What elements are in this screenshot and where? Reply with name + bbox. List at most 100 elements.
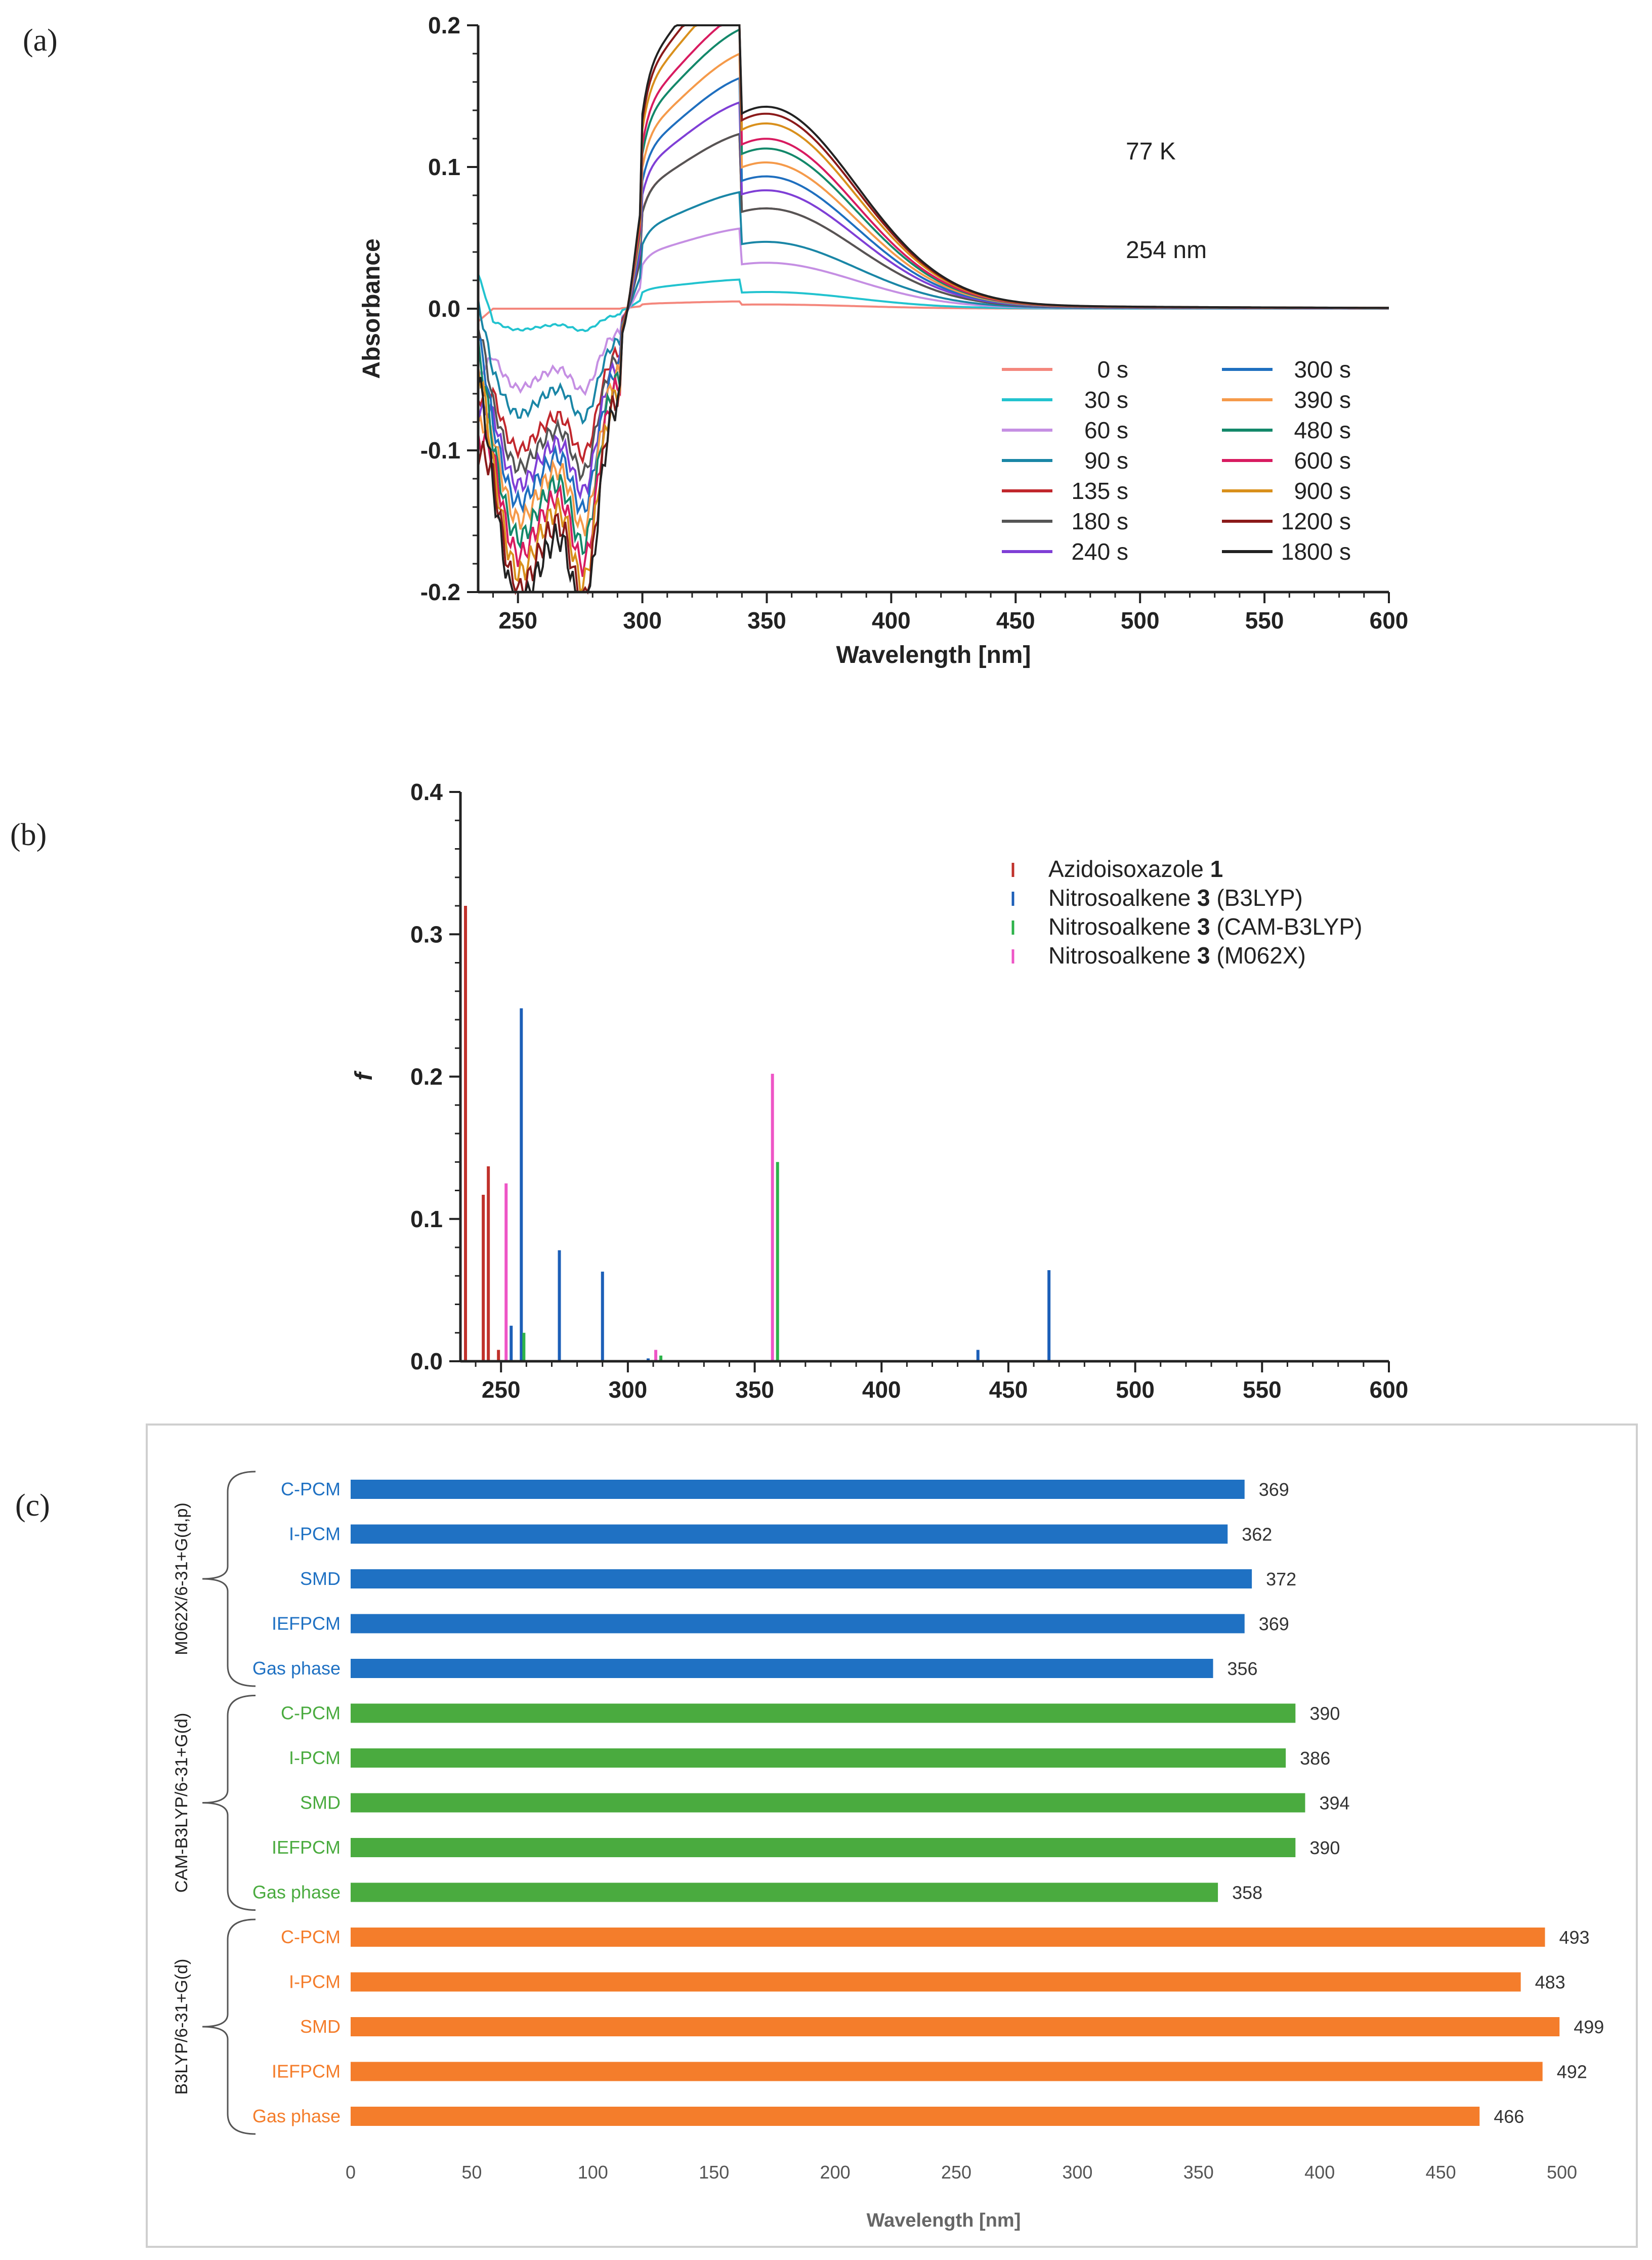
legend-label: 300 s bbox=[1294, 356, 1351, 383]
legend-label: 1800 s bbox=[1281, 538, 1351, 565]
b-x-tick-label: 500 bbox=[1116, 1376, 1155, 1403]
legend-label: 480 s bbox=[1294, 417, 1351, 443]
category-label: Gas phase bbox=[252, 2106, 341, 2126]
c-x-tick-label: 250 bbox=[941, 2162, 971, 2183]
series-line-600s bbox=[477, 24, 1389, 577]
group-label: M062X/6-31+G(d,p) bbox=[172, 1502, 191, 1655]
legend-label: 1200 s bbox=[1281, 508, 1351, 534]
category-label: SMD bbox=[300, 2016, 341, 2037]
annotation-wavelength: 254 nm bbox=[1126, 237, 1207, 264]
group-bracket bbox=[202, 1695, 256, 1911]
bar-value-label: 372 bbox=[1266, 1569, 1296, 1589]
legend-label: 60 s bbox=[1084, 417, 1128, 443]
category-label: IEFPCM bbox=[272, 1613, 341, 1634]
legend-label-method: (B3LYP) bbox=[1210, 885, 1303, 911]
bar-value-label: 369 bbox=[1259, 1614, 1289, 1635]
b-y-tick-label: 0.1 bbox=[410, 1206, 443, 1232]
a-x-tick-label: 300 bbox=[623, 607, 662, 634]
wavelength-bars-group: C-PCM 369 I-PCM 362 SMD 372 IEFPCM 369 Gas phase… bbox=[172, 1471, 1604, 2135]
legend-label-compound: 1 bbox=[1210, 856, 1223, 882]
legend-label: 900 s bbox=[1294, 478, 1351, 504]
a-x-tick-label: 600 bbox=[1370, 607, 1409, 634]
group-bracket bbox=[202, 1471, 256, 1687]
c-x-tick-label: 50 bbox=[461, 2162, 482, 2183]
panel-a-label: (a) bbox=[23, 23, 58, 58]
category-label: C-PCM bbox=[281, 1479, 341, 1499]
c-x-tick-label: 350 bbox=[1183, 2162, 1214, 2183]
category-label: SMD bbox=[300, 1792, 341, 1813]
legend-label: 390 s bbox=[1294, 387, 1351, 413]
series-line-135s bbox=[477, 132, 1389, 465]
legend-label-compound: 3 bbox=[1197, 885, 1210, 911]
series-line-480s bbox=[477, 28, 1389, 556]
group-label: B3LYP/6-31+G(d) bbox=[172, 1959, 191, 2095]
bar-value-label: 390 bbox=[1309, 1703, 1340, 1724]
legend-label: Nitrosoalkene 3 (CAM-B3LYP) bbox=[1048, 913, 1362, 940]
bar-1-2 bbox=[351, 1793, 1305, 1813]
a-y-tick-label: 0.2 bbox=[428, 12, 460, 38]
panel-b-oscillator-chart: 250 300 350 400 450 500 550 6000.00.10.20.30.4 … bbox=[351, 779, 1408, 1403]
bar-2-3 bbox=[351, 2062, 1543, 2081]
c-x-tick-label: 400 bbox=[1304, 2162, 1335, 2183]
annotation-temperature: 77 K bbox=[1126, 138, 1176, 165]
legend-label: 0 s bbox=[1097, 356, 1128, 383]
bar-1-4 bbox=[351, 1882, 1218, 1902]
c-x-tick-label: 100 bbox=[578, 2162, 608, 2183]
bar-0-3 bbox=[351, 1614, 1245, 1634]
bar-value-label: 362 bbox=[1242, 1524, 1272, 1545]
a-legend: 0 s 30 s 60 s 90 s 135 s 180 s 240 s 300 s 390 s… bbox=[1002, 356, 1351, 565]
a-x-tick-label: 550 bbox=[1245, 607, 1284, 634]
b-x-tick-label: 550 bbox=[1243, 1376, 1282, 1403]
a-x-tick-label: 500 bbox=[1121, 607, 1160, 634]
a-x-axis-title: Wavelength [nm] bbox=[836, 642, 1031, 668]
legend-label: 600 s bbox=[1294, 447, 1351, 474]
b-y-tick-label: 0.0 bbox=[410, 1348, 443, 1374]
absorbance-series-group bbox=[477, 24, 1389, 596]
c-x-axis-title: Wavelength [nm] bbox=[867, 2210, 1021, 2231]
bar-value-label: 356 bbox=[1227, 1658, 1258, 1679]
category-label: I-PCM bbox=[289, 1747, 341, 1768]
legend-label: 180 s bbox=[1071, 508, 1128, 534]
bar-2-0 bbox=[351, 1928, 1545, 1947]
a-y-axis-title: Absorbance bbox=[358, 238, 385, 379]
category-label: C-PCM bbox=[281, 1703, 341, 1724]
b-y-tick-label: 0.2 bbox=[410, 1064, 443, 1090]
panel-b-label: (b) bbox=[10, 818, 47, 852]
legend-label: Nitrosoalkene 3 (B3LYP) bbox=[1048, 885, 1303, 911]
series-line-1800s bbox=[477, 24, 1389, 593]
series-line-0s bbox=[477, 300, 1389, 322]
b-y-tick-label: 0.4 bbox=[410, 779, 443, 805]
legend-label-prefix: Nitrosoalkene bbox=[1048, 885, 1197, 911]
category-label: Gas phase bbox=[252, 1882, 341, 1903]
bar-2-2 bbox=[351, 2017, 1560, 2036]
bar-value-label: 493 bbox=[1559, 1927, 1589, 1948]
category-label: Gas phase bbox=[252, 1658, 341, 1679]
panel-c-horizontal-bar-chart: C-PCM 369 I-PCM 362 SMD 372 IEFPCM 369 Gas phase… bbox=[146, 1424, 1638, 2248]
category-label: C-PCM bbox=[281, 1927, 341, 1947]
c-x-tick-label: 150 bbox=[699, 2162, 729, 2183]
bar-1-0 bbox=[351, 1703, 1296, 1723]
a-x-tick-label: 350 bbox=[747, 607, 786, 634]
panel-c-label: (c) bbox=[15, 1488, 50, 1523]
bar-1-3 bbox=[351, 1838, 1296, 1857]
category-label: SMD bbox=[300, 1568, 341, 1589]
a-y-tick-label: -0.2 bbox=[420, 579, 460, 605]
legend-label: 135 s bbox=[1071, 478, 1128, 504]
bar-value-label: 492 bbox=[1557, 2062, 1587, 2082]
category-label: IEFPCM bbox=[272, 1837, 341, 1858]
bar-0-4 bbox=[351, 1659, 1213, 1678]
a-x-tick-label: 400 bbox=[872, 607, 911, 634]
c-x-tick-label: 200 bbox=[820, 2162, 851, 2183]
legend-label-prefix: Nitrosoalkene bbox=[1048, 913, 1197, 940]
bar-2-1 bbox=[351, 1972, 1521, 1992]
legend-label-compound: 3 bbox=[1197, 913, 1210, 940]
a-y-tick-label: 0.1 bbox=[428, 154, 460, 180]
category-label: I-PCM bbox=[289, 1972, 341, 1992]
category-label: I-PCM bbox=[289, 1524, 341, 1544]
legend-label: Nitrosoalkene 3 (M062X) bbox=[1048, 942, 1306, 969]
b-y-tick-label: 0.3 bbox=[410, 921, 443, 947]
legend-label-method: (M062X) bbox=[1210, 942, 1306, 969]
legend-label-compound: 3 bbox=[1197, 942, 1210, 969]
